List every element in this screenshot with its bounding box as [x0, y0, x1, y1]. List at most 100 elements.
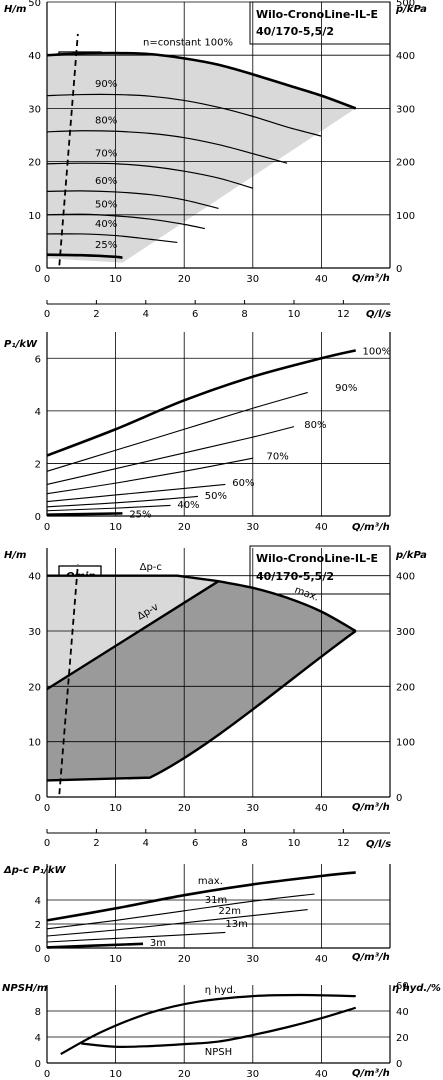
p5-label-npsh: NPSH: [205, 1047, 232, 1058]
p4-ytick-4: 4: [35, 896, 41, 907]
p1-ylabel-right: p/kPa: [395, 4, 427, 15]
p1-curve-60%: [46, 190, 219, 209]
p4-curve-22m: [46, 909, 308, 937]
p1-curve-80%: [46, 130, 288, 164]
p1-ytick-20: 20: [28, 158, 41, 169]
p2-curve-label-1: 90%: [335, 383, 357, 394]
p1-ls-tick-8: 8: [241, 309, 247, 320]
p1-curve-label-3: 70%: [95, 148, 117, 159]
p3-ytick-20: 20: [28, 682, 41, 693]
p5-ytick-4: 4: [35, 1033, 41, 1044]
p3-curve-min: [46, 630, 357, 782]
p3-ytick-0: 0: [35, 793, 41, 804]
p1-curve-label-7: 25%: [95, 240, 117, 251]
p3-curve-dpv: [46, 580, 220, 691]
p2-curve-80%: [46, 426, 295, 485]
p2-curve-40%: [46, 504, 171, 512]
p1-ylabel-left: H/m: [4, 4, 26, 15]
title-line2-control: 40/170-5,5/2: [256, 570, 334, 583]
p3-ls-tick-12: 12: [337, 838, 350, 849]
p3-ls-tick-0: 0: [44, 838, 50, 849]
p1-ytick-30: 30: [28, 104, 41, 115]
p3-ytick-40: 40: [28, 572, 41, 583]
p5-ytick-right-0: 0: [396, 1059, 402, 1070]
p3-xtick-40: 40: [315, 803, 328, 814]
p1-ls-tick-4: 4: [143, 309, 149, 320]
p4-curve-max.: [46, 871, 356, 922]
p3-ylabel-left: H/m: [4, 550, 26, 561]
p5-ylabel-left: NPSH/m: [2, 983, 47, 994]
p3-ls-tick-6: 6: [192, 838, 198, 849]
p2-curve-label-4: 60%: [232, 478, 254, 489]
p3-ls-tick-8: 8: [241, 838, 247, 849]
p2-curve-50%: [46, 495, 198, 508]
p1-ytick-right-0: 0: [396, 264, 402, 275]
title-line1-control: Wilo-CronoLine-IL-E: [256, 552, 378, 565]
p5-ytick-right-60: 60: [396, 981, 409, 992]
p1-xtick-0: 0: [44, 274, 50, 285]
p1-curve-label-0: n=constant 100%: [143, 38, 233, 49]
p4-curve-3m: [46, 942, 144, 949]
p3-ytick-right-200: 200: [396, 682, 415, 693]
p2-ytick-2: 2: [35, 459, 41, 470]
p3-ls-tick-10: 10: [288, 838, 301, 849]
p1-qmin-line: [58, 33, 79, 266]
p3-ylabel-right: p/kPa: [395, 550, 427, 561]
p3-xlabel-ls: Q/l/s: [366, 839, 391, 850]
p3-xtick-30: 30: [246, 803, 259, 814]
p1-xlabel: Q/m³/h: [352, 273, 390, 284]
p1-xtick-30: 30: [246, 274, 259, 285]
p2-curve-label-3: 70%: [267, 452, 289, 463]
p1-curve-label-2: 80%: [95, 115, 117, 126]
p1-ytick-10: 10: [28, 211, 41, 222]
p1-ytick-right-400: 400: [396, 51, 415, 62]
p2-curve-label-7: 25%: [129, 509, 151, 520]
p3-ytick-right-100: 100: [396, 738, 415, 749]
p1-xtick-20: 20: [178, 274, 191, 285]
p1-xlabel-ls: Q/l/s: [366, 309, 391, 320]
p5-ytick-8: 8: [35, 1007, 41, 1018]
p2-ytick-6: 6: [35, 354, 41, 365]
p2-ylabel: P₁/kW: [4, 339, 38, 350]
p1-ytick-right-300: 300: [396, 104, 415, 115]
p4-curve-13m: [46, 931, 226, 943]
p3-xtick-10: 10: [109, 803, 122, 814]
p2-xtick-40: 40: [315, 522, 328, 533]
title-box-top: [249, 1, 391, 45]
p5-xtick-30: 30: [246, 1069, 259, 1080]
p1-curve-70%: [46, 162, 253, 189]
p1-operating-area: [47, 53, 356, 263]
p4-ylabel: Δp-c P₁/kW: [3, 865, 66, 876]
p2-ytick-4: 4: [35, 407, 41, 418]
p4-curve-label-1: 31m: [205, 895, 227, 906]
p5-xtick-10: 10: [109, 1069, 122, 1080]
p2-xlabel: Q/m³/h: [352, 522, 390, 533]
p3-xlabel: Q/m³/h: [352, 802, 390, 813]
p3-ytick-30: 30: [28, 627, 41, 638]
title-line2-top: 40/170-5,5/2: [256, 25, 334, 38]
title-box-control: [249, 545, 391, 595]
p5-curve-0: [60, 993, 356, 1056]
p4-xtick-20: 20: [178, 954, 191, 965]
p1-ls-tick-6: 6: [192, 309, 198, 320]
p5-curve-1: [81, 1006, 357, 1048]
p1-curve-50%: [46, 213, 205, 230]
p2-curve-label-0: 100%: [363, 346, 392, 357]
p1-ytick-0: 0: [35, 264, 41, 275]
p1-curve-40%: [46, 233, 178, 244]
p3-qmin-line: [58, 564, 79, 795]
p3-ytick-right-300: 300: [396, 627, 415, 638]
p1-ls-tick-12: 12: [337, 309, 350, 320]
p3-xtick-0: 0: [44, 803, 50, 814]
p1-ytick-right-200: 200: [396, 158, 415, 169]
p4-xlabel: Q/m³/h: [352, 952, 390, 963]
p5-ytick-right-40: 40: [396, 1007, 409, 1018]
p1-curve-90%: [46, 93, 322, 137]
p3-ytick-right-400: 400: [396, 572, 415, 583]
p1-ytick-right-500: 500: [396, 0, 415, 9]
p3-curve-dpc: [47, 574, 219, 583]
p5-ytick-right-20: 20: [396, 1033, 409, 1044]
p2-curve-90%: [46, 391, 308, 472]
